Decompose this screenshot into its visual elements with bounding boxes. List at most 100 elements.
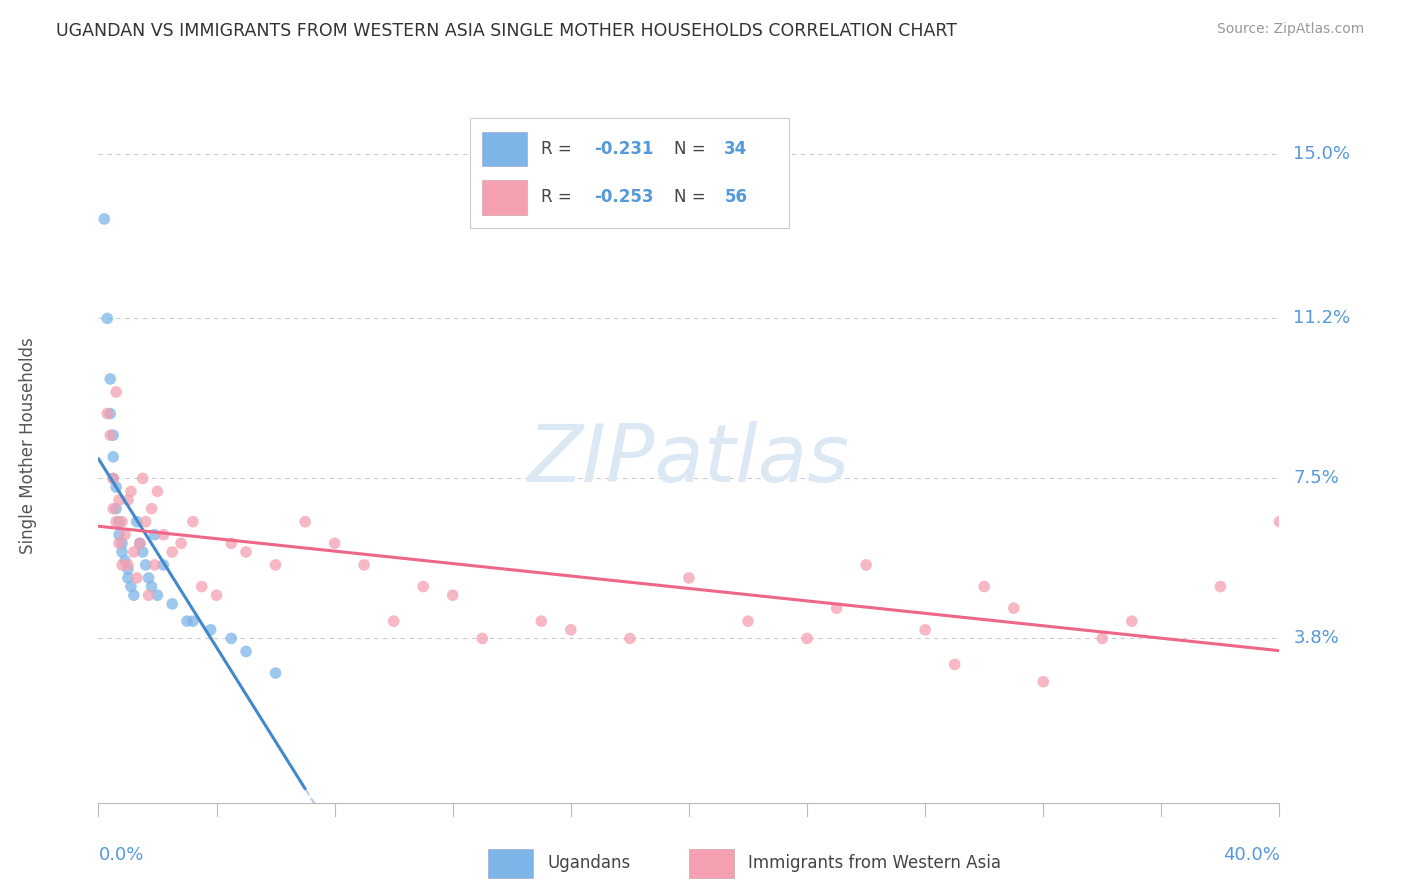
- Point: [105, 480, 128, 494]
- Point: [205, 588, 228, 602]
- Point: [132, 471, 155, 485]
- Text: 56: 56: [724, 188, 748, 206]
- Point: [143, 527, 166, 541]
- Point: [108, 493, 131, 508]
- Point: [135, 515, 157, 529]
- Point: [98, 372, 121, 386]
- Point: [1002, 601, 1025, 615]
- Point: [176, 614, 198, 628]
- Text: 34: 34: [724, 140, 748, 158]
- Text: R =: R =: [541, 140, 578, 158]
- Point: [152, 527, 174, 541]
- Point: [796, 632, 818, 646]
- Point: [678, 571, 700, 585]
- Point: [181, 515, 204, 529]
- Bar: [482, 180, 527, 214]
- Point: [120, 484, 142, 499]
- Point: [108, 536, 131, 550]
- Point: [914, 623, 936, 637]
- Point: [132, 545, 155, 559]
- Text: Ugandans: Ugandans: [547, 855, 630, 872]
- Point: [128, 536, 150, 550]
- Text: -0.231: -0.231: [595, 140, 654, 158]
- Point: [162, 597, 183, 611]
- Text: Immigrants from Western Asia: Immigrants from Western Asia: [748, 855, 1001, 872]
- Point: [152, 558, 174, 572]
- Point: [170, 536, 193, 550]
- Point: [117, 493, 139, 508]
- Point: [219, 536, 242, 550]
- Text: 7.5%: 7.5%: [1294, 469, 1340, 487]
- Point: [441, 588, 464, 602]
- Text: UGANDAN VS IMMIGRANTS FROM WESTERN ASIA SINGLE MOTHER HOUSEHOLDS CORRELATION CHA: UGANDAN VS IMMIGRANTS FROM WESTERN ASIA …: [56, 22, 957, 40]
- Point: [181, 614, 204, 628]
- Point: [103, 501, 125, 516]
- Point: [138, 571, 160, 585]
- Point: [737, 614, 759, 628]
- Text: 11.2%: 11.2%: [1294, 310, 1351, 327]
- Point: [138, 588, 160, 602]
- Point: [200, 623, 222, 637]
- Text: Source: ZipAtlas.com: Source: ZipAtlas.com: [1216, 22, 1364, 37]
- Text: ZIPatlas: ZIPatlas: [527, 421, 851, 500]
- Point: [103, 428, 125, 442]
- Text: N =: N =: [673, 140, 710, 158]
- Point: [114, 553, 136, 567]
- Point: [122, 588, 145, 602]
- Point: [825, 601, 848, 615]
- Point: [117, 562, 139, 576]
- Point: [105, 501, 128, 516]
- Point: [111, 536, 134, 550]
- Point: [96, 311, 118, 326]
- Bar: [482, 132, 527, 166]
- Bar: [689, 849, 734, 878]
- Point: [105, 515, 128, 529]
- Point: [353, 558, 375, 572]
- Point: [530, 614, 553, 628]
- Bar: [488, 849, 533, 878]
- Point: [103, 471, 125, 485]
- Point: [235, 644, 257, 658]
- Point: [103, 471, 125, 485]
- Point: [1209, 580, 1232, 594]
- Point: [294, 515, 316, 529]
- Point: [219, 632, 242, 646]
- Point: [855, 558, 877, 572]
- Point: [111, 515, 134, 529]
- Point: [143, 558, 166, 572]
- Text: 3.8%: 3.8%: [1294, 630, 1339, 648]
- Point: [111, 545, 134, 559]
- Point: [1032, 674, 1054, 689]
- Point: [125, 571, 148, 585]
- Point: [162, 545, 183, 559]
- Point: [619, 632, 641, 646]
- Point: [93, 211, 115, 226]
- Point: [141, 501, 163, 516]
- Point: [105, 384, 128, 399]
- Point: [122, 545, 145, 559]
- Point: [1268, 515, 1291, 529]
- Point: [264, 666, 287, 681]
- Point: [125, 515, 148, 529]
- Text: 0.0%: 0.0%: [98, 846, 143, 863]
- Point: [135, 558, 157, 572]
- Point: [191, 580, 214, 594]
- FancyBboxPatch shape: [471, 118, 789, 228]
- Point: [382, 614, 405, 628]
- Point: [471, 632, 494, 646]
- Point: [264, 558, 287, 572]
- Point: [117, 571, 139, 585]
- Point: [111, 558, 134, 572]
- Text: 40.0%: 40.0%: [1223, 846, 1279, 863]
- Text: 15.0%: 15.0%: [1294, 145, 1350, 163]
- Point: [235, 545, 257, 559]
- Point: [128, 536, 150, 550]
- Point: [117, 558, 139, 572]
- Point: [114, 527, 136, 541]
- Point: [973, 580, 995, 594]
- Point: [103, 450, 125, 464]
- Point: [96, 407, 118, 421]
- Point: [1121, 614, 1143, 628]
- Text: R =: R =: [541, 188, 578, 206]
- Point: [323, 536, 346, 550]
